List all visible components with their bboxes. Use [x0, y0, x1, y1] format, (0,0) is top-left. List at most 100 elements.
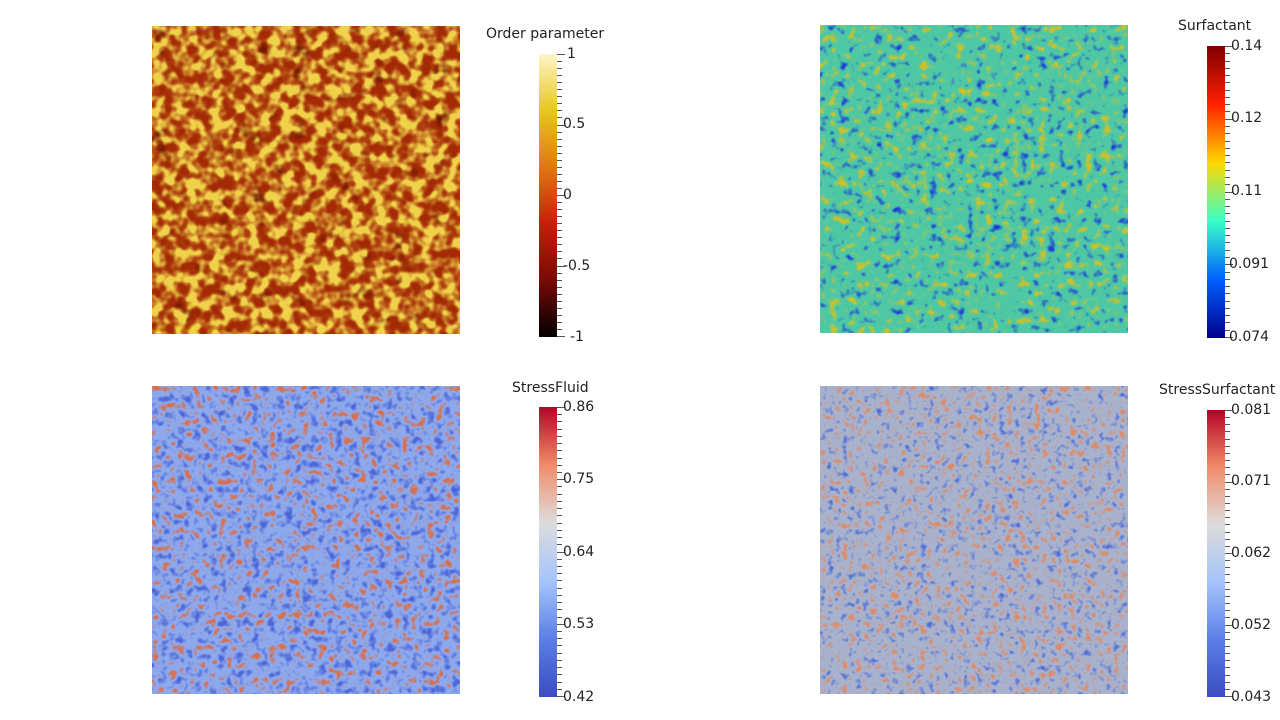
colorbar-tick [557, 566, 562, 567]
colorbar-tick [557, 494, 562, 495]
order-parameter-label-1: 0.5 [563, 116, 586, 132]
colorbar-tick [1225, 242, 1230, 243]
colorbar-tick [1225, 453, 1230, 454]
colorbar-tick [557, 559, 562, 560]
colorbar-tick [1225, 682, 1230, 683]
colorbar-tick [1225, 177, 1230, 178]
colorbar-tick [557, 329, 562, 330]
colorbar-tick [1225, 119, 1233, 120]
colorbar-tick [1225, 46, 1233, 47]
colorbar-tick [1225, 474, 1230, 475]
colorbar-tick [1225, 417, 1230, 418]
colorbar-tick [1225, 170, 1230, 171]
colorbar-tick [557, 75, 562, 76]
colorbar-tick [557, 301, 562, 302]
order-parameter-field [152, 26, 460, 334]
stresssurfactant-colorbar-title: StressSurfactant [1159, 382, 1276, 398]
stresssurfactant-label-3: 0.052 [1231, 617, 1272, 633]
colorbar-tick [557, 624, 565, 625]
colorbar-tick [1225, 446, 1230, 447]
colorbar-tick [557, 537, 562, 538]
colorbar-tick [1225, 155, 1230, 156]
colorbar-tick [557, 682, 562, 683]
colorbar-tick [557, 54, 565, 55]
colorbar-tick [557, 450, 562, 451]
colorbar-tick [557, 287, 562, 288]
colorbar-tick [557, 617, 562, 618]
colorbar-tick [1225, 330, 1230, 331]
colorbar-tick [1225, 517, 1230, 518]
colorbar-tick [1225, 75, 1230, 76]
surfactant-colorbar-ticks [1225, 46, 1233, 338]
surfactant-colorbar [1207, 46, 1225, 338]
colorbar-tick [557, 110, 562, 111]
colorbar-tick [1225, 667, 1230, 668]
order-parameter-label-3: -0.5 [563, 258, 591, 274]
colorbar-tick [1225, 646, 1230, 647]
colorbar-tick [1225, 532, 1230, 533]
colorbar-tick [1225, 213, 1230, 214]
colorbar-tick [1225, 126, 1230, 127]
colorbar-tick [1225, 653, 1230, 654]
colorbar-tick [557, 202, 562, 203]
colorbar-tick [557, 153, 562, 154]
stresssurfactant-label-2: 0.062 [1231, 545, 1272, 561]
colorbar-tick [1225, 560, 1230, 561]
colorbar-tick [557, 573, 562, 574]
stresssurfactant-colorbar [1207, 410, 1225, 697]
colorbar-tick [557, 258, 562, 259]
surfactant-colorbar-title: Surfactant [1178, 18, 1252, 34]
colorbar-tick [1225, 610, 1230, 611]
colorbar-tick [557, 458, 562, 459]
colorbar-tick [557, 588, 562, 589]
colorbar-tick [1225, 272, 1230, 273]
colorbar-tick [1225, 228, 1230, 229]
colorbar-tick [1225, 141, 1230, 142]
colorbar-tick [557, 216, 562, 217]
colorbar-tick [557, 96, 562, 97]
colorbar-tick [1225, 574, 1230, 575]
colorbar-tick [557, 595, 562, 596]
colorbar-tick [1225, 104, 1230, 105]
surfactant-label-min: 0.074 [1229, 329, 1270, 345]
colorbar-tick [1225, 589, 1230, 590]
colorbar-tick [1225, 510, 1230, 511]
colorbar-tick [557, 160, 562, 161]
colorbar-tick [1225, 133, 1230, 134]
colorbar-tick [1225, 257, 1230, 258]
colorbar-tick [557, 237, 562, 238]
colorbar-tick [1225, 696, 1233, 697]
stresssurfactant-label-min: 0.043 [1231, 689, 1272, 705]
colorbar-tick [557, 294, 562, 295]
order-parameter-label-min: -1 [570, 329, 584, 345]
colorbar-tick [557, 68, 562, 69]
colorbar-tick [557, 230, 562, 231]
colorbar-tick [557, 61, 562, 62]
colorbar-tick [557, 523, 562, 524]
colorbar-tick [1225, 553, 1233, 554]
colorbar-tick [557, 508, 562, 509]
stressfluid-colorbar-title: StressFluid [512, 380, 589, 396]
colorbar-tick [557, 407, 565, 408]
colorbar-tick [557, 696, 565, 697]
colorbar-tick [557, 530, 562, 531]
colorbar-tick [557, 167, 562, 168]
colorbar-tick [557, 244, 562, 245]
colorbar-tick [557, 645, 562, 646]
stresssurfactant-field [820, 386, 1128, 694]
colorbar-tick [557, 580, 562, 581]
colorbar-tick [1225, 482, 1233, 483]
colorbar-tick [557, 638, 562, 639]
colorbar-tick [1225, 617, 1230, 618]
colorbar-tick [1225, 53, 1230, 54]
colorbar-tick [557, 515, 562, 516]
colorbar-tick [1225, 675, 1230, 676]
colorbar-tick [557, 653, 562, 654]
colorbar-tick [1225, 539, 1230, 540]
colorbar-tick [557, 103, 562, 104]
colorbar-tick [557, 689, 562, 690]
colorbar-tick [1225, 192, 1233, 193]
colorbar-tick [557, 501, 562, 502]
colorbar-tick [1225, 206, 1230, 207]
colorbar-tick [557, 89, 562, 90]
